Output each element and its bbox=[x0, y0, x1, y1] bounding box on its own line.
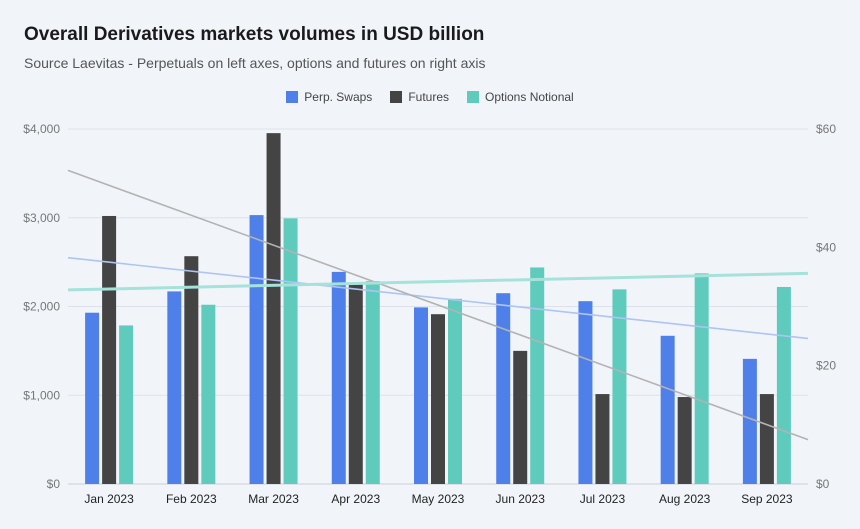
x-tick-label: Feb 2023 bbox=[166, 492, 217, 506]
bar-options-notional[interactable] bbox=[365, 281, 380, 484]
bar-perp-swaps[interactable] bbox=[496, 293, 511, 484]
legend-swatch-perp-swaps bbox=[286, 91, 299, 103]
trendline-perp-swaps-trend bbox=[67, 256, 809, 340]
bar-perp-swaps[interactable] bbox=[167, 291, 182, 484]
bar-futures[interactable] bbox=[266, 133, 281, 484]
y-right-tick-label: $60 bbox=[816, 122, 836, 136]
bar-perp-swaps[interactable] bbox=[85, 312, 100, 484]
bar-perp-swaps[interactable] bbox=[578, 301, 593, 484]
x-tick-label: Jan 2023 bbox=[84, 492, 134, 506]
bar-futures[interactable] bbox=[431, 314, 445, 484]
bar-perp-swaps[interactable] bbox=[414, 307, 428, 484]
bar-options-notional[interactable] bbox=[612, 289, 627, 484]
bar-futures[interactable] bbox=[102, 215, 117, 484]
bar-options-notional[interactable] bbox=[283, 218, 298, 484]
legend-label-futures: Futures bbox=[408, 90, 449, 104]
y-left-tick-label: $2,000 bbox=[23, 300, 60, 314]
bar-futures[interactable] bbox=[595, 394, 610, 484]
bar-futures[interactable] bbox=[759, 394, 774, 484]
bar-perp-swaps[interactable] bbox=[249, 215, 264, 484]
x-tick-label: Apr 2023 bbox=[331, 492, 380, 506]
y-left-tick-label: $1,000 bbox=[23, 388, 60, 402]
y-left-tick-label: $3,000 bbox=[23, 211, 60, 225]
x-tick-label: Mar 2023 bbox=[248, 492, 299, 506]
bar-options-notional[interactable] bbox=[448, 298, 462, 484]
trendline-futures-trend bbox=[67, 169, 809, 441]
y-left-tick-label: $4,000 bbox=[23, 122, 60, 136]
legend-label-options-notional: Options Notional bbox=[485, 90, 574, 104]
y-right-tick-label: $20 bbox=[816, 359, 836, 373]
legend-item-options-notional[interactable]: Options Notional bbox=[467, 90, 574, 104]
trendline-options-notional-trend bbox=[67, 271, 809, 292]
bar-perp-swaps[interactable] bbox=[660, 335, 675, 484]
legend-item-futures[interactable]: Futures bbox=[390, 90, 449, 104]
bar-futures[interactable] bbox=[677, 397, 692, 484]
legend-label-perp-swaps: Perp. Swaps bbox=[304, 90, 373, 104]
legend: Perp. Swaps Futures Options Notional bbox=[0, 90, 860, 104]
y-left-tick-label: $0 bbox=[47, 477, 61, 491]
bar-options-notional[interactable] bbox=[694, 273, 709, 484]
bar-perp-swaps[interactable] bbox=[742, 358, 757, 484]
chart-title: Overall Derivatives markets volumes in U… bbox=[24, 24, 485, 45]
bar-futures[interactable] bbox=[184, 256, 199, 484]
bar-options-notional[interactable] bbox=[776, 286, 791, 484]
x-tick-label: Aug 2023 bbox=[659, 492, 711, 506]
chart-subtitle: Source Laevitas - Perpetuals on left axe… bbox=[24, 55, 486, 71]
y-right-tick-label: $40 bbox=[816, 240, 836, 254]
legend-swatch-options-notional bbox=[467, 91, 479, 103]
legend-swatch-futures bbox=[390, 91, 403, 103]
x-tick-label: Sep 2023 bbox=[741, 492, 793, 506]
bar-options-notional[interactable] bbox=[201, 304, 216, 484]
bar-options-notional[interactable] bbox=[119, 325, 134, 484]
bar-futures[interactable] bbox=[513, 350, 528, 484]
bar-options-notional[interactable] bbox=[530, 267, 545, 484]
bar-futures[interactable] bbox=[348, 284, 363, 484]
bar-perp-swaps[interactable] bbox=[331, 271, 346, 484]
legend-item-perp-swaps[interactable]: Perp. Swaps bbox=[286, 90, 372, 104]
y-right-tick-label: $0 bbox=[816, 477, 830, 491]
x-tick-label: Jun 2023 bbox=[496, 492, 546, 506]
x-tick-label: May 2023 bbox=[412, 492, 465, 506]
x-tick-label: Jul 2023 bbox=[580, 492, 626, 506]
